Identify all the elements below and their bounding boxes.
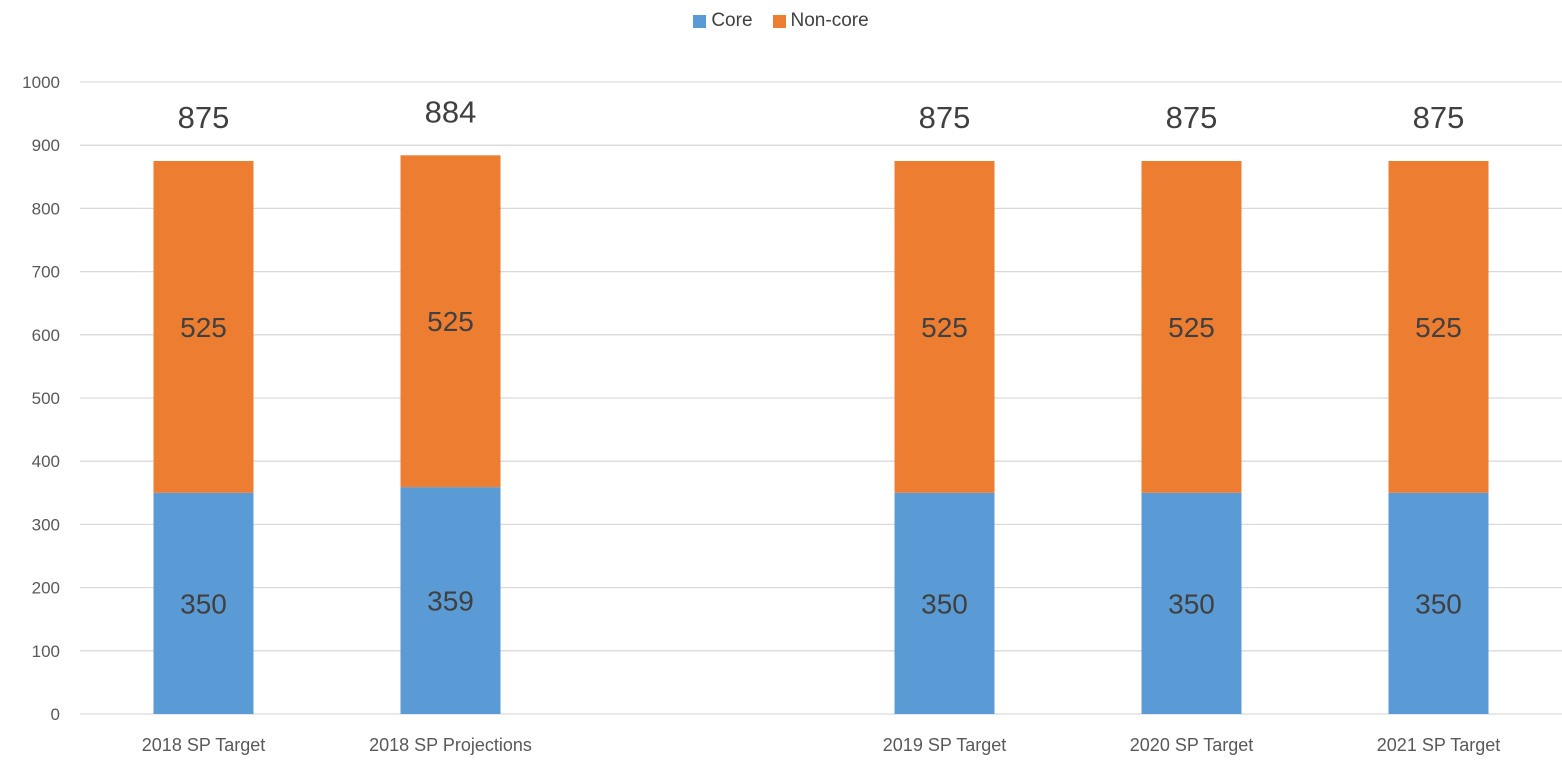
x-tick-label: 2018 SP Projections (369, 735, 532, 755)
y-tick-label: 900 (32, 136, 60, 155)
bar-non-core (400, 155, 501, 488)
y-tick-label: 100 (32, 642, 60, 661)
bar-layer (153, 155, 1489, 714)
y-tick-label: 800 (32, 199, 60, 218)
bar-non-core (1141, 161, 1242, 493)
bar-non-core (1388, 161, 1489, 493)
bar-core (894, 492, 995, 714)
legend-item-non-core: Non-core (772, 10, 869, 32)
y-tick-label: 0 (51, 705, 60, 724)
data-label-core: 350 (921, 588, 968, 619)
legend-item-core: Core (693, 10, 753, 32)
bar-non-core (153, 161, 254, 493)
total-label: 875 (919, 100, 971, 135)
data-label-non-core: 525 (180, 312, 227, 343)
grid-layer: 0 100 200 300 400 500 600 700 800 900 1000 (22, 73, 1562, 724)
legend-label-non-core: Non-core (790, 10, 869, 31)
bar-core (1141, 492, 1242, 714)
total-label: 875 (1166, 100, 1218, 135)
y-tick-label: 500 (32, 389, 60, 408)
data-label-core: 350 (1415, 588, 1462, 619)
y-tick-label: 1000 (22, 73, 60, 92)
data-label-core: 359 (427, 586, 474, 617)
y-tick-label: 300 (32, 515, 60, 534)
total-label: 884 (425, 94, 477, 129)
legend-swatch-core (693, 14, 707, 28)
total-label: 875 (1413, 100, 1465, 135)
legend: Core Non-core (0, 10, 1562, 32)
y-tick-label: 200 (32, 579, 60, 598)
bar-non-core (894, 161, 995, 493)
y-tick-label: 700 (32, 263, 60, 282)
total-label: 875 (178, 100, 230, 135)
data-label-non-core: 525 (1415, 312, 1462, 343)
data-label-core: 350 (1168, 588, 1215, 619)
x-tick-label: 2019 SP Target (883, 735, 1006, 755)
y-tick-label: 600 (32, 326, 60, 345)
x-tick-label: 2021 SP Target (1377, 735, 1500, 755)
label-layer: 350 525 875 2018 SP Target 359 525 884 2018 SP … (142, 94, 1500, 755)
legend-swatch-non-core (772, 14, 786, 28)
legend-label-core: Core (711, 10, 753, 31)
y-tick-label: 400 (32, 452, 60, 471)
data-label-non-core: 525 (427, 306, 474, 337)
bar-core (1388, 492, 1489, 714)
x-tick-label: 2018 SP Target (142, 735, 265, 755)
x-tick-label: 2020 SP Target (1130, 735, 1253, 755)
data-label-non-core: 525 (921, 312, 968, 343)
data-label-non-core: 525 (1168, 312, 1215, 343)
bar-core (153, 492, 254, 714)
bar-core (400, 487, 501, 714)
data-label-core: 350 (180, 588, 227, 619)
